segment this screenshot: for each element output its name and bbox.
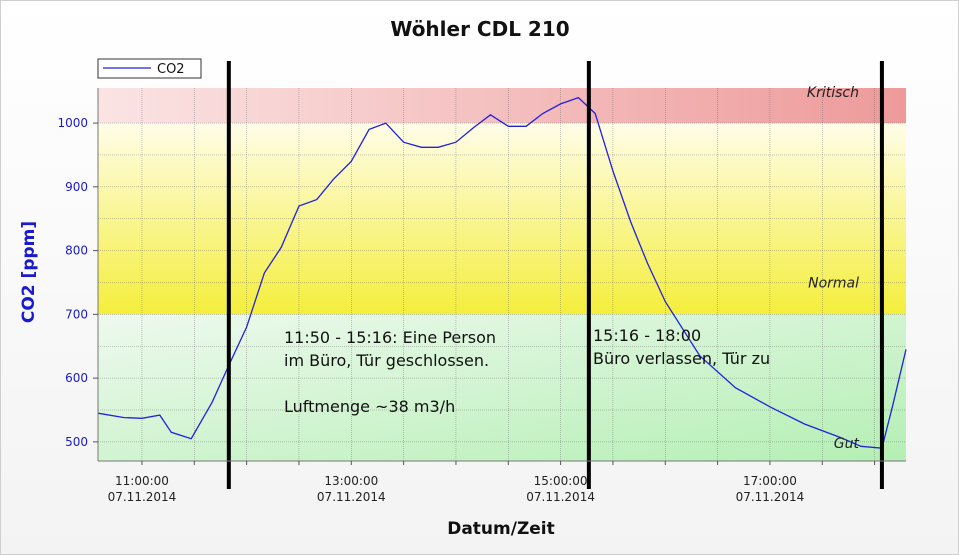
annotation-line: 15:16 - 18:00	[593, 326, 701, 345]
zone-label-normal: Normal	[808, 275, 859, 291]
zone-label-kritisch: Kritisch	[807, 85, 859, 101]
y-tick-label: 500	[65, 435, 88, 449]
zone-label-gut: Gut	[834, 436, 860, 452]
x-tick-label-time: 15:00:00	[534, 474, 588, 488]
marker-layer	[226, 61, 884, 489]
annotation-line: 11:50 - 15:16: Eine Person	[284, 328, 496, 347]
annotation-layer: 11:50 - 15:16: Eine Person im Büro, Tür g…	[284, 326, 770, 416]
x-axis-title: Datum/Zeit	[447, 519, 555, 539]
chart-title: Wöhler CDL 210	[390, 17, 569, 41]
y-tick-label: 900	[65, 180, 88, 194]
x-tick-label-time: 17:00:00	[743, 474, 797, 488]
grid-layer	[98, 88, 906, 461]
y-tick-label: 1000	[57, 116, 88, 130]
annotation-line: im Büro, Tür geschlossen.	[284, 351, 489, 370]
annotation-note-2: 15:16 - 18:00 Büro verlassen, Tür zu	[593, 326, 770, 368]
annotation-line: Luftmenge ~38 m3/h	[284, 397, 455, 416]
y-tick-label: 700	[65, 307, 88, 321]
axis-layer: 500 600 700 800 900 1000 11:00:00 07.11.2014 13:…	[57, 88, 906, 504]
x-tick-label-date: 07.11.2014	[526, 490, 595, 504]
legend-label-co2: CO2	[157, 62, 185, 77]
zone-gut	[98, 314, 906, 461]
zones-layer	[98, 88, 906, 461]
legend: CO2	[97, 58, 202, 79]
annotation-note-1: 11:50 - 15:16: Eine Person im Büro, Tür g…	[284, 328, 496, 416]
zone-labels-layer: Kritisch Normal Gut	[807, 85, 860, 452]
x-tick-label-date: 07.11.2014	[317, 490, 386, 504]
y-tick-label: 800	[65, 244, 88, 258]
x-tick-label-time: 11:00:00	[115, 474, 169, 488]
x-tick-label-date: 07.11.2014	[108, 490, 177, 504]
y-tick-label: 600	[65, 371, 88, 385]
series-line-co2	[97, 96, 907, 449]
annotation-line	[284, 374, 289, 393]
x-tick-label-time: 13:00:00	[324, 474, 378, 488]
x-tick-label-date: 07.11.2014	[736, 490, 805, 504]
y-axis-title: CO2 [ppm]	[19, 221, 39, 323]
zone-kritisch	[98, 88, 906, 124]
annotation-line: Büro verlassen, Tür zu	[593, 349, 770, 368]
series-layer	[97, 96, 907, 449]
